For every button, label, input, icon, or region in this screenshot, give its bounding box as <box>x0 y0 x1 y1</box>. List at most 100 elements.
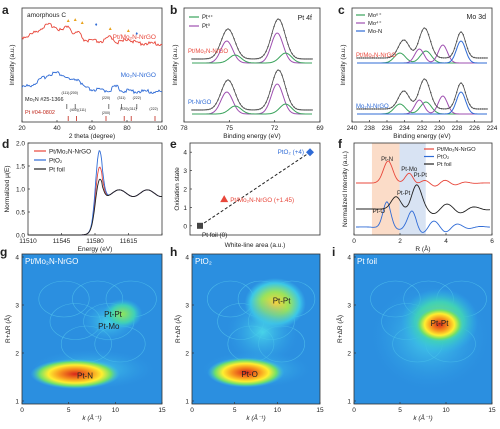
trend-line <box>199 151 311 227</box>
heatmap-y-tick-label: 1 <box>185 399 189 406</box>
panel-d-x-tick-label: 11510 <box>19 238 37 245</box>
heatmap-y-tick-label: 3 <box>185 303 189 310</box>
series-label: Mo₂N-NrGO <box>356 104 389 110</box>
panel-c-x-tick-label: 232 <box>417 125 428 132</box>
series-label-mo2n-nrgo: Mo₂N-NrGO <box>121 72 156 79</box>
data-point-pto2 <box>306 148 314 157</box>
series-label: Pt-NrGO <box>188 100 212 106</box>
highlight-region-pt-n <box>371 143 400 235</box>
highlight-region-pt-pt <box>399 143 426 235</box>
legend-label: Pt/Mo₂N-NrGO <box>437 147 476 153</box>
peak-annotation: Pt-O <box>373 209 386 215</box>
series-curve-0 <box>356 160 491 187</box>
panel-title: Pt/Mo₂N-NrGO <box>25 257 78 266</box>
y-axis-label: R+ΔR (Å) <box>173 315 182 343</box>
panel-e-y-tick-label: 1 <box>183 205 187 212</box>
panel-d-x-tick-label: 11545 <box>53 238 71 245</box>
panel-e-y-tick-label: 2 <box>183 187 187 194</box>
heatmap-frame <box>191 253 321 405</box>
legend-label: Pt foil <box>49 167 65 174</box>
y-axis-label: Oxidation state <box>174 167 181 211</box>
peak-annotation: Pt-N <box>77 372 93 381</box>
hkl-label: (220) <box>120 107 128 111</box>
heatmap-x-tick-label: 15 <box>158 407 166 414</box>
y-axis-label: Normalized μ(E) <box>4 165 11 212</box>
panel-title: Pt 4f <box>298 15 312 22</box>
legend-label: Mo⁶⁺ <box>368 12 382 19</box>
point-label: Pt/Mo₂N-NrGO (+1.45) <box>230 197 294 204</box>
point-label: PtO₂ (+4) <box>278 149 304 156</box>
series-curve-0 <box>28 166 162 236</box>
legend-label: Pt⁴⁺ <box>202 14 213 21</box>
legend-label: Mo-N <box>368 29 382 35</box>
point-label: Pt foil (0) <box>202 232 227 239</box>
peak-annotation: Pt-Pt <box>414 173 428 179</box>
x-axis-label: R (Å) <box>415 244 430 253</box>
heatmap-y-tick-label: 3 <box>347 303 351 310</box>
heatmap-x-tick-label: 0 <box>190 407 194 414</box>
x-axis-label: k (Å⁻¹) <box>246 413 265 422</box>
peak-marker-triangle: ▲ <box>80 20 85 26</box>
reference-label-mo2n: Mo₂N #25-1366 <box>25 97 64 103</box>
peak-annotation: Pt-N <box>381 157 393 163</box>
x-axis-label: k (Å⁻¹) <box>413 413 432 422</box>
panel-letter-f: f <box>338 137 343 151</box>
panel-a-x-tick-label: 100 <box>157 125 168 132</box>
series-pt-mo2n-nrgo-curve <box>21 22 163 47</box>
heatmap-frame <box>21 253 163 405</box>
mo-n-component <box>357 40 487 64</box>
panel-f-x-tick-label: 2 <box>398 238 402 245</box>
series-label-pt-mo2n-nrgo: Pt/Mo₂N-NrGO <box>113 34 156 41</box>
x-axis-label: Binding energy (eV) <box>223 133 280 140</box>
heatmap-x-tick-label: 5 <box>398 407 402 414</box>
heatmap-x-tick-label: 5 <box>233 407 237 414</box>
hkl-label: (220) <box>102 96 110 100</box>
heatmap-x-tick-label: 5 <box>67 407 71 414</box>
legend-label: PtO₂ <box>49 158 63 165</box>
panel-title: Mo 3d <box>467 14 487 21</box>
raw-data-points <box>356 27 488 59</box>
panel-letter-g: g <box>0 245 7 259</box>
peak-marker-triangle: ▲ <box>108 26 113 32</box>
series-label: Pt/Mo₂N-NrGO <box>356 53 396 59</box>
peak-marker-diamond: ♦ <box>136 31 139 37</box>
peak-annotation: Pt-Mo <box>98 322 120 331</box>
panel-f-x-tick-label: 6 <box>490 238 494 245</box>
heatmap-y-tick-label: 3 <box>15 303 19 310</box>
y-axis-label: R+ΔR (Å) <box>3 315 12 343</box>
heatmap-y-tick-label: 2 <box>185 351 189 358</box>
panel-d-y-tick-label: 1.0 <box>16 187 25 194</box>
peak-annotation: Pt-Pt <box>397 191 411 197</box>
legend-label: Mo⁴⁺ <box>368 20 382 27</box>
panel-c-x-tick-label: 230 <box>434 125 445 132</box>
panel-c-x-tick-label: 234 <box>399 125 410 132</box>
x-axis-label: Binding energy (eV) <box>393 133 450 140</box>
pt4-component <box>192 52 312 64</box>
peak-annotation: Pt-Pt <box>431 319 450 328</box>
peak-marker-triangle: ▲ <box>73 17 78 23</box>
heatmap-x-tick-label: 10 <box>274 407 282 414</box>
raw-data-points <box>191 69 313 111</box>
panel-letter-h: h <box>170 245 177 259</box>
panel-letter-c: c <box>338 3 345 17</box>
x-axis-label: Energy (eV) <box>78 246 113 253</box>
hkl-label: (111) <box>61 91 69 95</box>
hkl-label: (200) <box>102 111 110 115</box>
heatmap-y-tick-label: 2 <box>347 351 351 358</box>
raw-data-points <box>191 18 313 60</box>
heatmap-blob <box>207 357 285 388</box>
panel-d-x-tick-label: 11580 <box>86 238 104 245</box>
peak-annotation: Pt-Pt <box>273 297 292 306</box>
heatmap-blob <box>226 299 299 365</box>
panel-letter-e: e <box>170 137 177 151</box>
panel-e-y-tick-label: 3 <box>183 168 187 175</box>
x-axis-label: 2 theta (degree) <box>69 133 115 140</box>
annotation-amorphous-c: amorphous C <box>27 12 66 19</box>
legend-label: Pt/Mo₂N-NrGO <box>49 149 91 156</box>
series-label: Pt/Mo₂N-NrGO <box>188 49 228 55</box>
hkl-label: (311) <box>129 107 137 111</box>
series-curve-2 <box>356 184 491 215</box>
panel-f-x-tick-label: 0 <box>352 238 356 245</box>
panel-a-x-tick-label: 60 <box>88 125 96 132</box>
series-curve-2 <box>28 178 162 236</box>
